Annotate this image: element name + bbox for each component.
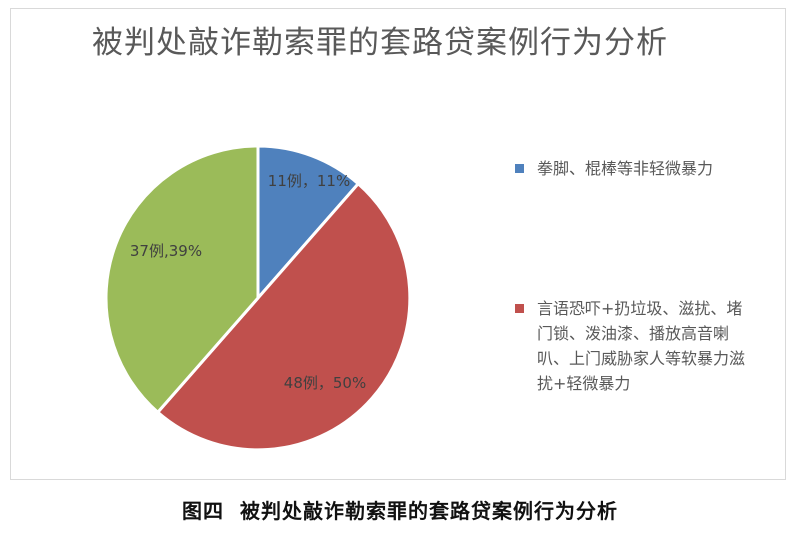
legend-swatch-2 (515, 304, 524, 313)
data-label-3: 37例,39% (130, 242, 202, 260)
pie-slice-3 (104, 144, 260, 414)
figure-caption-label: 图四 (182, 499, 225, 523)
pie-slice-2 (156, 182, 412, 452)
legend-entry-1: 拳脚、棍棒等非轻微暴力 (515, 156, 755, 181)
legend-swatch-1 (515, 164, 524, 173)
figure-caption: 图四 被判处敲诈勒索罪的套路贷案例行为分析 (0, 495, 800, 524)
legend-label-1: 拳脚、棍棒等非轻微暴力 (537, 159, 714, 178)
legend-entry-2: 言语恐吓+扔垃圾、滋扰、堵门锁、泼油漆、播放高音喇叭、上门威胁家人等软暴力滋扰+… (515, 296, 755, 396)
data-label-1: 11例，11% (268, 172, 350, 190)
legend-label-2: 言语恐吓+扔垃圾、滋扰、堵门锁、泼油漆、播放高音喇叭、上门威胁家人等软暴力滋扰+… (537, 299, 746, 393)
chart-title: 被判处敲诈勒索罪的套路贷案例行为分析 (92, 25, 668, 61)
figure-caption-text: 被判处敲诈勒索罪的套路贷案例行为分析 (239, 499, 618, 523)
data-label-2: 48例，50% (284, 374, 366, 392)
pie-slice-1 (256, 144, 360, 300)
